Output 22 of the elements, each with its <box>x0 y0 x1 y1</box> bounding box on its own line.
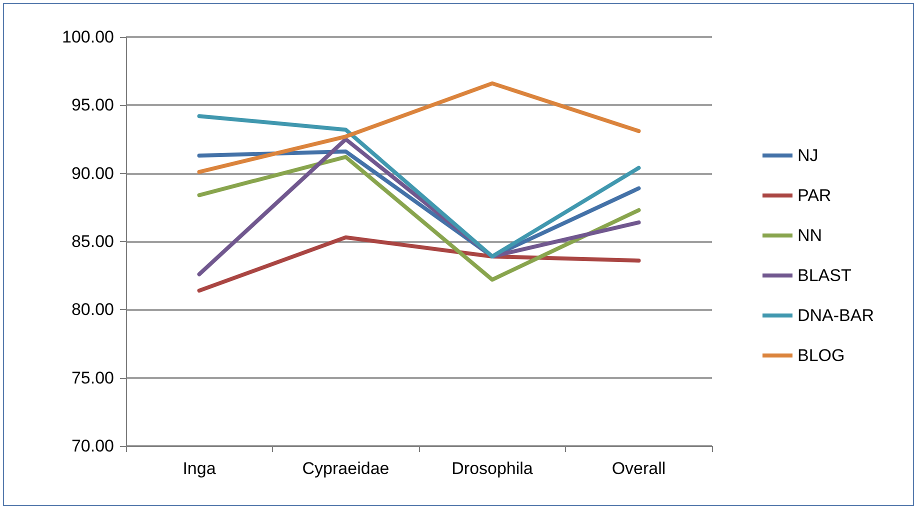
x-tick-label: Cypraeidae <box>302 459 390 478</box>
legend-label: BLAST <box>797 266 852 285</box>
y-tick-label: 80.00 <box>71 300 114 320</box>
y-tick-label: 95.00 <box>71 96 114 115</box>
y-tick-label: 85.00 <box>71 232 114 251</box>
line-series <box>197 81 641 174</box>
x-tick-label: Inga <box>182 459 216 478</box>
line-series <box>197 137 641 276</box>
legend-label: NJ <box>797 146 818 165</box>
x-tick-label: Overall <box>612 459 666 478</box>
y-tick-label: 70.00 <box>71 436 114 456</box>
line-series <box>197 114 641 258</box>
legend-label: NN <box>797 226 822 245</box>
y-tick-label: 90.00 <box>71 164 114 183</box>
line-series <box>197 235 641 293</box>
line-series <box>197 154 641 282</box>
legend-label: PAR <box>797 186 832 205</box>
y-tick-label: 75.00 <box>71 368 114 388</box>
y-tick-label: 100.00 <box>62 28 114 46</box>
legend-label: BLOG <box>797 346 845 365</box>
legend-label: DNA-BAR <box>797 306 874 325</box>
x-tick-label: Drosophila <box>452 459 534 478</box>
